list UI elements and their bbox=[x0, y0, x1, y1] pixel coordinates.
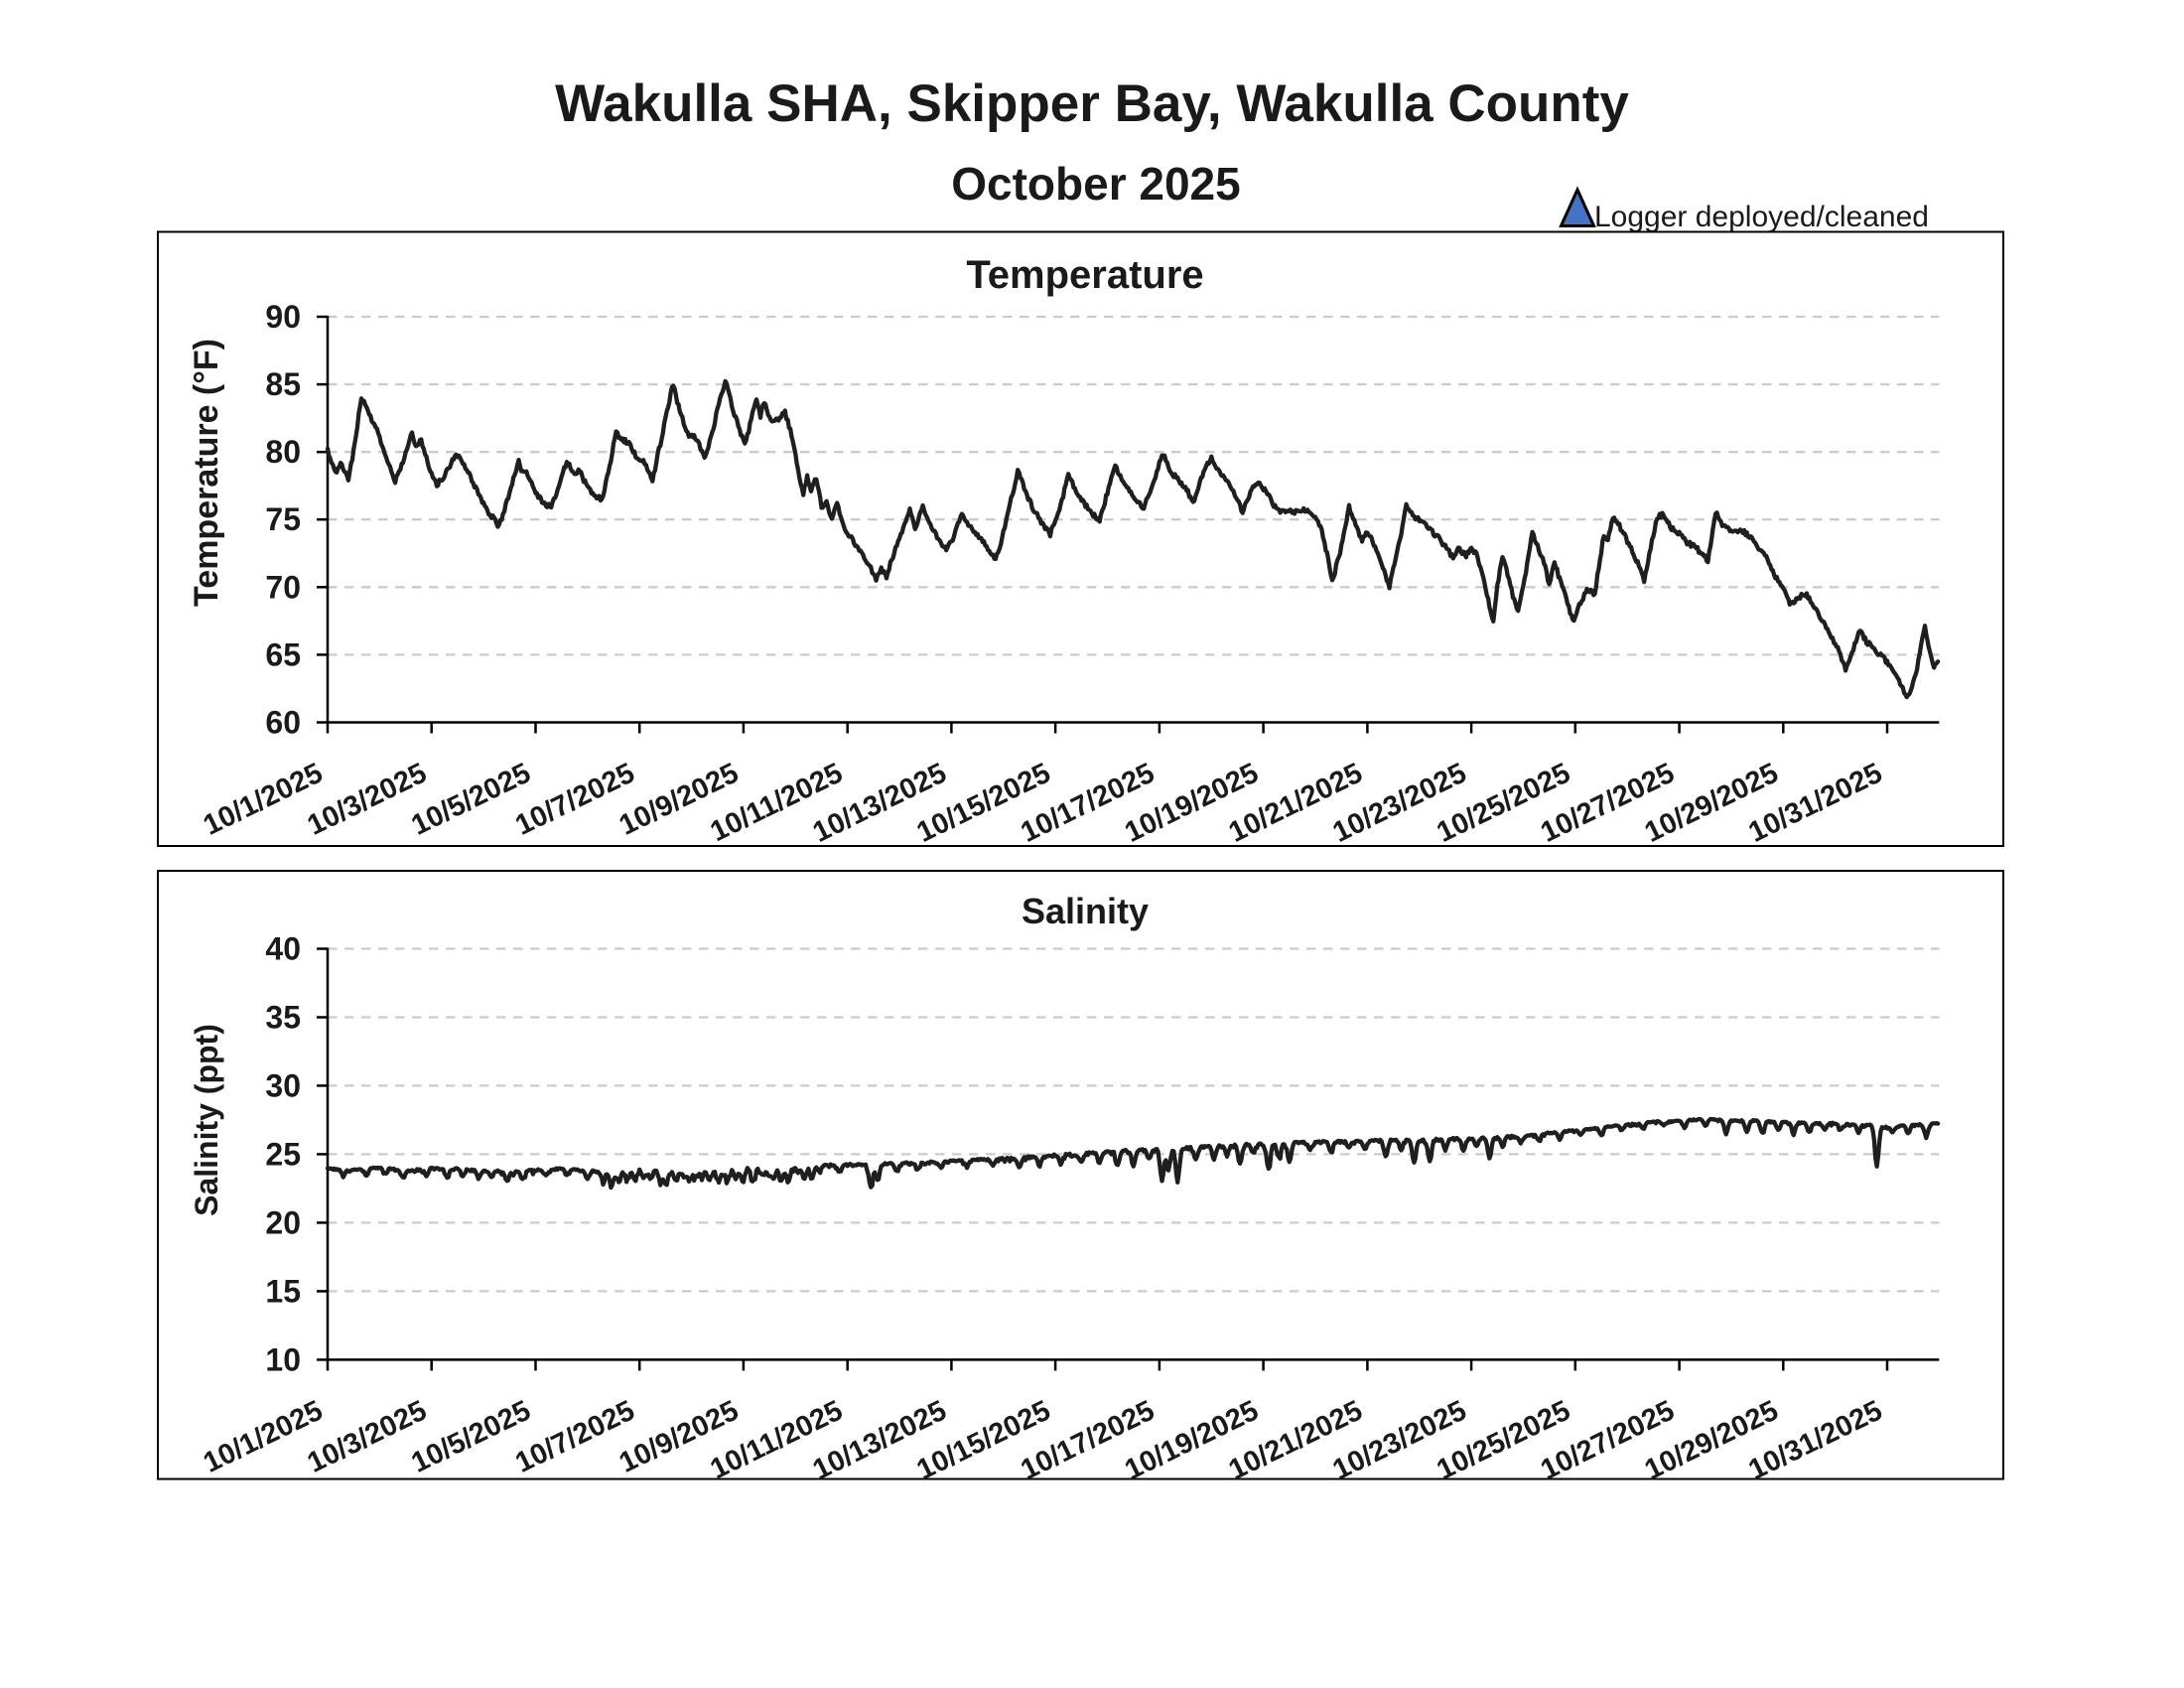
svg-text:15: 15 bbox=[265, 1273, 301, 1309]
svg-text:35: 35 bbox=[265, 1000, 301, 1036]
svg-text:40: 40 bbox=[265, 931, 301, 967]
svg-text:60: 60 bbox=[265, 705, 301, 741]
svg-text:80: 80 bbox=[265, 434, 301, 470]
svg-text:Temperature (°F): Temperature (°F) bbox=[188, 339, 225, 607]
svg-text:85: 85 bbox=[265, 366, 301, 402]
svg-text:Salinity: Salinity bbox=[1022, 891, 1149, 931]
svg-text:70: 70 bbox=[265, 569, 301, 605]
svg-text:75: 75 bbox=[265, 501, 301, 537]
svg-text:25: 25 bbox=[265, 1136, 301, 1172]
svg-text:65: 65 bbox=[265, 636, 301, 672]
svg-text:October 2025: October 2025 bbox=[951, 158, 1240, 210]
svg-text:Logger deployed/cleaned: Logger deployed/cleaned bbox=[1594, 201, 1929, 233]
svg-text:10: 10 bbox=[265, 1341, 301, 1377]
svg-text:20: 20 bbox=[265, 1204, 301, 1240]
svg-text:Salinity (ppt): Salinity (ppt) bbox=[189, 1024, 224, 1216]
svg-text:30: 30 bbox=[265, 1067, 301, 1103]
svg-text:Wakulla SHA, Skipper Bay, Waku: Wakulla SHA, Skipper Bay, Wakulla County bbox=[555, 74, 1629, 133]
svg-text:90: 90 bbox=[265, 299, 301, 335]
svg-text:Temperature: Temperature bbox=[966, 253, 1203, 297]
